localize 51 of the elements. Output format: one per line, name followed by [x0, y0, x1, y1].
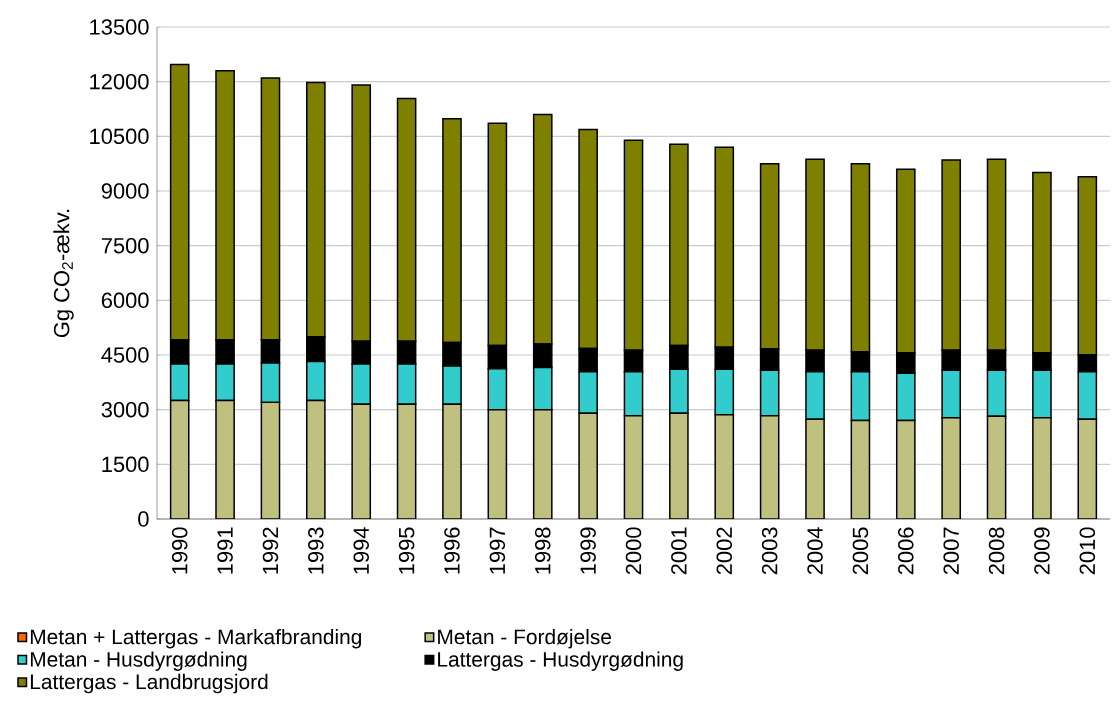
x-tick-label: 1992 — [262, 527, 279, 574]
bar — [623, 415, 644, 519]
legend-label: Metan - Fordøjelse — [438, 628, 611, 649]
bar — [532, 408, 553, 519]
x-tick-label: 1997 — [489, 527, 506, 574]
bar — [487, 408, 508, 519]
legend-label: Lattergas - Landbrugsjord — [30, 673, 268, 694]
bar — [895, 419, 916, 519]
x-tick-label: 1999 — [580, 527, 596, 574]
x-tick-label: 2005 — [852, 527, 869, 575]
y-axis-title: Gg CO$_{2}$-ækv. — [53, 209, 74, 338]
bar — [396, 403, 417, 519]
bar — [351, 403, 372, 519]
y-tick-label: 6000 — [101, 292, 149, 309]
y-tick-label: 10500 — [90, 128, 149, 145]
x-tick-label: 2000 — [625, 527, 642, 575]
y-tick-label: 7500 — [101, 237, 149, 254]
y-tick-label: 1500 — [102, 456, 149, 473]
x-tick-label: 2004 — [807, 527, 823, 575]
legend-label: Metan + Lattergas - Markafbranding — [30, 628, 362, 649]
y-tick-label: 4500 — [101, 347, 149, 363]
bar — [986, 415, 1007, 519]
legend-label: Lattergas - Husdyrgødning — [438, 651, 683, 671]
bar — [941, 416, 961, 519]
legend-label: Metan - Husdyrgødning — [30, 651, 247, 671]
bar — [169, 399, 190, 519]
bar — [850, 419, 871, 519]
bar — [759, 415, 780, 519]
x-tick-label: 1994 — [353, 527, 369, 574]
bar — [260, 401, 281, 519]
x-tick-label: 1990 — [171, 527, 188, 574]
x-tick-label: 2006 — [898, 527, 914, 575]
x-tick-label: 2008 — [988, 527, 1005, 575]
x-tick-label: 1996 — [444, 527, 460, 574]
x-tick-label: 2009 — [1034, 527, 1050, 575]
y-tick-label: 12000 — [90, 73, 149, 90]
x-tick-label: 1991 — [217, 527, 233, 574]
bar — [714, 414, 735, 519]
x-tick-label: 2001 — [671, 527, 687, 575]
x-tick-label: 2007 — [943, 527, 959, 575]
x-tick-label: 2010 — [1079, 527, 1096, 575]
y-tick-label: 9000 — [101, 183, 149, 199]
x-tick-label: 2002 — [716, 527, 733, 575]
y-tick-label: 3000 — [101, 401, 149, 418]
x-tick-label: 1993 — [308, 527, 324, 574]
x-tick-label: 1995 — [398, 527, 415, 574]
y-tick-label: 0 — [138, 511, 149, 527]
y-tick-label: 13500 — [90, 19, 149, 35]
bar — [1077, 418, 1098, 519]
x-tick-label: 2003 — [761, 527, 778, 575]
x-tick-label: 1998 — [534, 527, 551, 574]
